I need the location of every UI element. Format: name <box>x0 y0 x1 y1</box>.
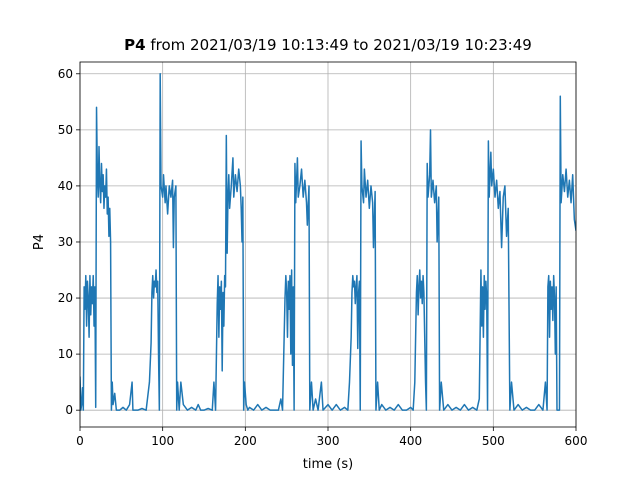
y-tick-label: 50 <box>58 123 73 137</box>
plot-frame <box>79 61 577 428</box>
y-tick-label: 40 <box>58 179 73 193</box>
y-tick-label: 20 <box>58 291 73 305</box>
y-tick-label: 60 <box>58 67 73 81</box>
x-tick-label: 300 <box>317 434 340 448</box>
y-tick-label: 10 <box>58 347 73 361</box>
y-tick-label: 30 <box>58 235 73 249</box>
x-axis-label: time (s) <box>303 457 353 472</box>
x-tick-label: 400 <box>399 434 422 448</box>
x-tick-label: 500 <box>482 434 505 448</box>
chart-title: P4 from 2021/03/19 10:13:49 to 2021/03/1… <box>124 36 532 54</box>
title-text: from 2021/03/19 10:13:49 to 2021/03/19 1… <box>150 36 531 54</box>
y-tick-label: 0 <box>65 403 73 417</box>
title-series: P4 <box>124 36 145 54</box>
data-line <box>80 73 576 411</box>
x-tick-label: 200 <box>234 434 257 448</box>
y-axis-label: P4 <box>32 234 47 250</box>
x-tick-label: 0 <box>76 434 84 448</box>
x-tick-label: 100 <box>151 434 174 448</box>
x-tick-label: 600 <box>565 434 588 448</box>
